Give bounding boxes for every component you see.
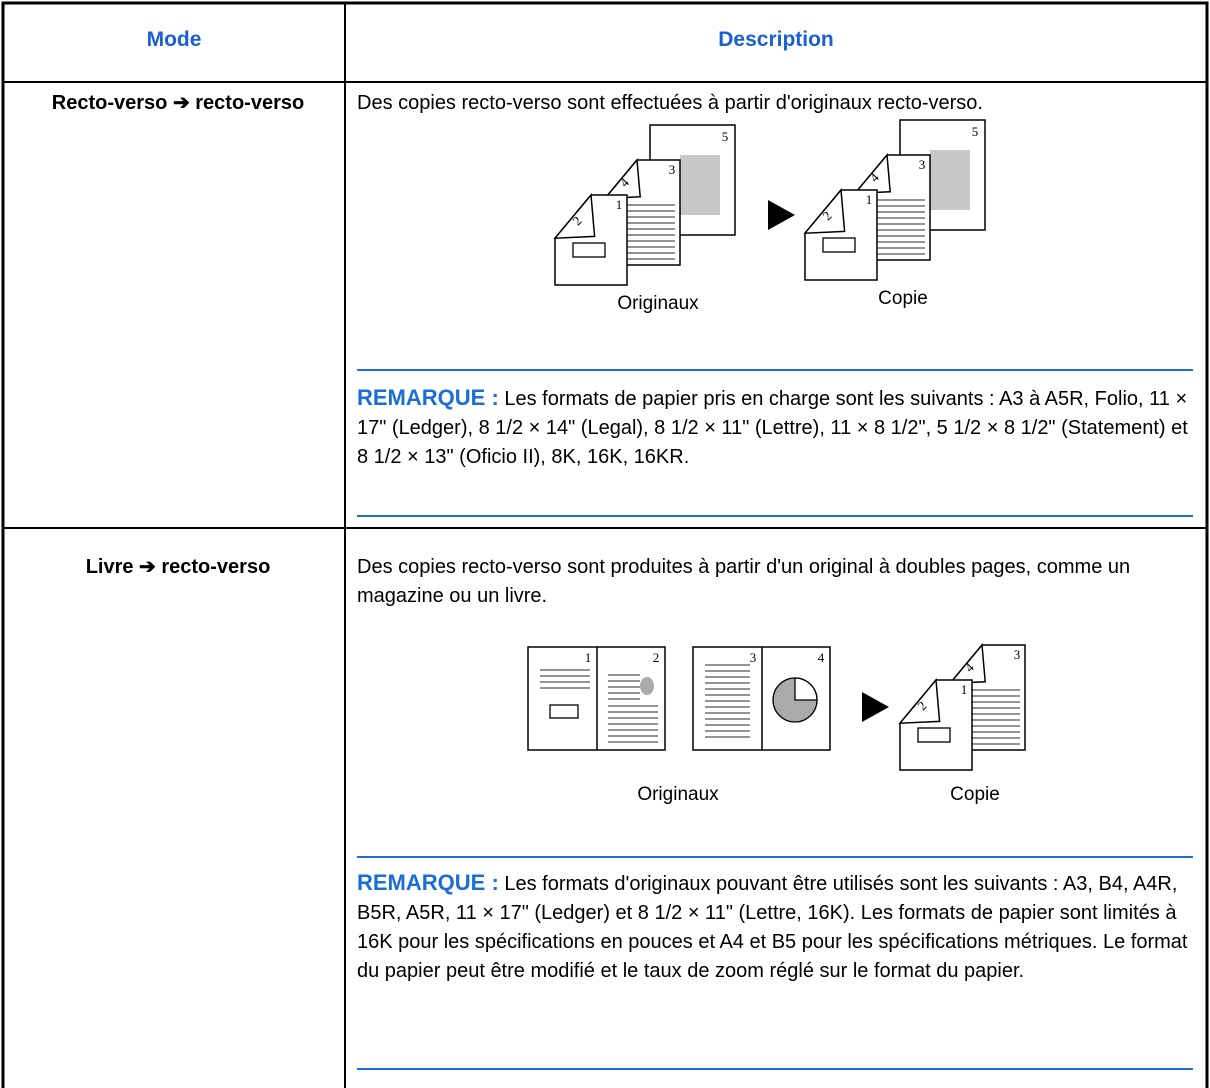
page-number: 4 bbox=[818, 650, 825, 665]
note-rule bbox=[357, 856, 1193, 858]
mode: Recto-verso ➔ recto-verso bbox=[51, 92, 305, 114]
shade bbox=[680, 155, 720, 215]
figure-label: Copie bbox=[950, 784, 1000, 805]
description: Des copies recto-verso sont produites à … bbox=[357, 556, 1131, 607]
box bbox=[549, 704, 579, 719]
figure-label: Originaux bbox=[637, 784, 719, 805]
figure-label: Copie bbox=[878, 288, 928, 309]
note-rule bbox=[357, 369, 1193, 371]
page-number: 1 bbox=[585, 650, 592, 665]
page-number: 2 bbox=[653, 650, 660, 665]
page-number: 3 bbox=[919, 157, 926, 172]
note: REMARQUE : Les formats de papier pris en… bbox=[357, 383, 1197, 472]
page-curl bbox=[553, 193, 596, 240]
box bbox=[822, 237, 856, 253]
page-number: 1 bbox=[961, 682, 968, 697]
page-number: 1 bbox=[866, 192, 873, 207]
arrow bbox=[862, 692, 889, 722]
box bbox=[917, 727, 951, 743]
page-number: 3 bbox=[1014, 647, 1021, 662]
description: Des copies recto-verso sont effectuées à… bbox=[357, 92, 983, 114]
page-number: 3 bbox=[669, 162, 676, 177]
shade bbox=[930, 150, 970, 210]
mode: Livre ➔ recto-verso bbox=[85, 556, 271, 578]
header-description: Description bbox=[718, 28, 834, 51]
page-number: 1 bbox=[616, 197, 623, 212]
page-number: 5 bbox=[722, 129, 729, 144]
figure-label: Originaux bbox=[617, 293, 699, 314]
page-number: 3 bbox=[750, 650, 757, 665]
note-rule bbox=[357, 1068, 1193, 1070]
pie-slice bbox=[794, 677, 818, 701]
arrow bbox=[768, 200, 795, 230]
note: REMARQUE : Les formats d'originaux pouva… bbox=[357, 868, 1197, 986]
page-curl bbox=[803, 188, 846, 235]
header-mode: Mode bbox=[146, 28, 202, 51]
note-text: Les formats de papier pris en charge son… bbox=[357, 388, 1188, 468]
note-label: REMARQUE : bbox=[357, 385, 499, 410]
page-curl bbox=[898, 678, 941, 725]
page-number: 5 bbox=[972, 124, 979, 139]
note-label: REMARQUE : bbox=[357, 870, 499, 895]
note-rule bbox=[357, 515, 1193, 517]
figure-oval bbox=[640, 677, 654, 695]
box bbox=[572, 242, 606, 258]
note-text: Les formats d'originaux pouvant être uti… bbox=[357, 873, 1188, 982]
